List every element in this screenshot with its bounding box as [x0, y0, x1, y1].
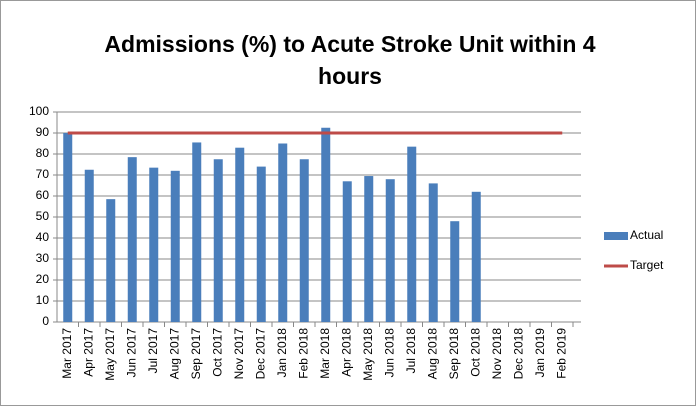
- bar: [235, 147, 245, 322]
- x-tick-label: Nov 2017: [232, 328, 246, 380]
- bar: [278, 143, 288, 322]
- x-tick-label: Jan 2018: [275, 328, 289, 378]
- y-tick-label: 40: [36, 230, 50, 244]
- bar: [450, 221, 460, 322]
- x-tick-label: Jul 2017: [146, 328, 160, 374]
- y-tick-label: 100: [29, 104, 49, 118]
- x-tick-label: Apr 2018: [339, 328, 353, 377]
- y-tick-label: 20: [36, 272, 50, 286]
- x-tick-label: Oct 2018: [468, 328, 482, 377]
- x-tick-label: Feb 2019: [554, 328, 568, 379]
- bar: [299, 159, 309, 322]
- legend-label: Target: [630, 258, 664, 272]
- y-tick-label: 10: [36, 293, 50, 307]
- x-tick-label: May 2018: [361, 328, 375, 381]
- x-tick-label: Dec 2017: [253, 328, 267, 380]
- bar: [213, 159, 223, 322]
- y-tick-label: 60: [36, 188, 50, 202]
- x-tick-label: Jun 2017: [124, 328, 138, 378]
- bar: [106, 199, 116, 322]
- x-tick-label: Dec 2018: [511, 328, 525, 380]
- x-tick-label: Mar 2018: [318, 328, 332, 379]
- legend-swatch: [604, 232, 628, 240]
- x-tick-label: Mar 2017: [60, 328, 74, 379]
- bar: [84, 169, 94, 322]
- x-tick-label: Aug 2018: [425, 328, 439, 380]
- x-tick-label: Nov 2018: [490, 328, 504, 380]
- bar: [342, 181, 352, 322]
- x-tick-label: Apr 2017: [81, 328, 95, 377]
- x-tick-label: Sep 2017: [189, 328, 203, 380]
- bar: [170, 170, 180, 322]
- bar: [364, 176, 374, 322]
- x-tick-label: Jun 2018: [382, 328, 396, 378]
- bar: [149, 167, 159, 322]
- x-tick-label: Sep 2018: [447, 328, 461, 380]
- x-tick-label: Feb 2018: [296, 328, 310, 379]
- bar: [63, 133, 73, 322]
- bar: [192, 142, 202, 322]
- x-tick-label: May 2017: [103, 328, 117, 381]
- chart-title: Admissions (%) to Acute Stroke Unit with…: [104, 31, 596, 89]
- bar: [428, 183, 438, 322]
- bar: [127, 157, 137, 322]
- legend-label: Actual: [630, 228, 663, 242]
- y-tick-label: 0: [42, 314, 49, 328]
- x-tick-label: Jan 2019: [533, 328, 547, 378]
- y-tick-label: 30: [36, 251, 50, 265]
- x-tick-label: Aug 2017: [167, 328, 181, 380]
- bar: [256, 166, 266, 322]
- bar: [385, 179, 395, 322]
- bar: [407, 146, 417, 322]
- y-tick-label: 50: [36, 209, 50, 223]
- y-tick-label: 80: [36, 146, 50, 160]
- y-tick-label: 70: [36, 167, 50, 181]
- bar: [321, 127, 331, 322]
- x-tick-label: Jul 2018: [404, 328, 418, 374]
- y-tick-label: 90: [36, 125, 50, 139]
- x-tick-label: Oct 2017: [210, 328, 224, 377]
- bar: [471, 191, 481, 322]
